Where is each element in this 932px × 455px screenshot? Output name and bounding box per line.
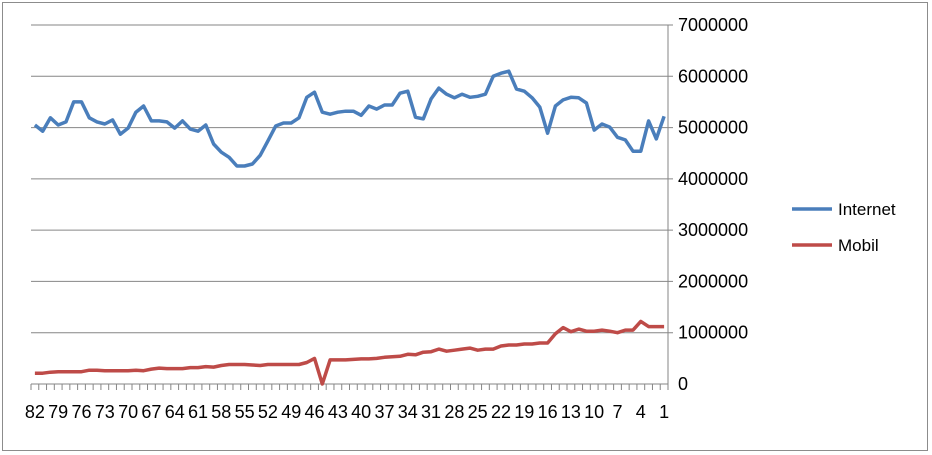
x-tick-label: 46	[305, 402, 325, 422]
x-tick-label: 37	[374, 402, 394, 422]
x-tick-label: 70	[118, 402, 138, 422]
x-tick-label: 10	[584, 402, 604, 422]
x-tick-label: 16	[538, 402, 558, 422]
series-line-mobil	[34, 319, 665, 386]
y-tick-label: 1000000	[678, 323, 748, 343]
legend: Internet Mobil	[792, 200, 896, 255]
gridlines	[31, 24, 673, 334]
x-tick-label: 73	[95, 402, 115, 422]
x-tick-label: 4	[636, 402, 646, 422]
x-tick-label: 19	[514, 402, 534, 422]
x-tick-label: 40	[351, 402, 371, 422]
x-tick-label: 82	[25, 402, 45, 422]
x-tick-label: 22	[491, 402, 511, 422]
x-tick-label: 43	[328, 402, 348, 422]
x-tick-label: 64	[165, 402, 185, 422]
x-tick-label: 7	[612, 402, 622, 422]
series-line-internet	[33, 69, 666, 168]
x-tick-label: 79	[48, 402, 68, 422]
x-tick-label: 76	[71, 402, 91, 422]
y-tick-label: 7000000	[678, 15, 748, 35]
y-tick-label: 6000000	[678, 66, 748, 86]
x-tick-label: 61	[188, 402, 208, 422]
y-tick-label: 2000000	[678, 271, 748, 291]
x-tick-label: 25	[468, 402, 488, 422]
x-tick-label: 58	[211, 402, 231, 422]
x-tick-label: 34	[398, 402, 418, 422]
x-tick-label: 67	[141, 402, 161, 422]
y-tick-label: 0	[678, 374, 688, 394]
x-tick-label: 31	[421, 402, 441, 422]
x-tick-label: 49	[281, 402, 301, 422]
y-tick-label: 5000000	[678, 118, 748, 138]
x-tick-label: 52	[258, 402, 278, 422]
y-tick-label: 4000000	[678, 169, 748, 189]
series-lines	[33, 69, 666, 386]
y-tick-label: 3000000	[678, 220, 748, 240]
x-tick-label: 1	[659, 402, 669, 422]
x-tick-label: 55	[235, 402, 255, 422]
legend-label: Internet	[838, 200, 896, 219]
axes: 0 1000000 2000000 3000000 4000000 5000000 6000…	[25, 15, 748, 422]
legend-label: Mobil	[838, 236, 879, 255]
x-tick-label: 28	[444, 402, 464, 422]
x-tick-label: 13	[561, 402, 581, 422]
